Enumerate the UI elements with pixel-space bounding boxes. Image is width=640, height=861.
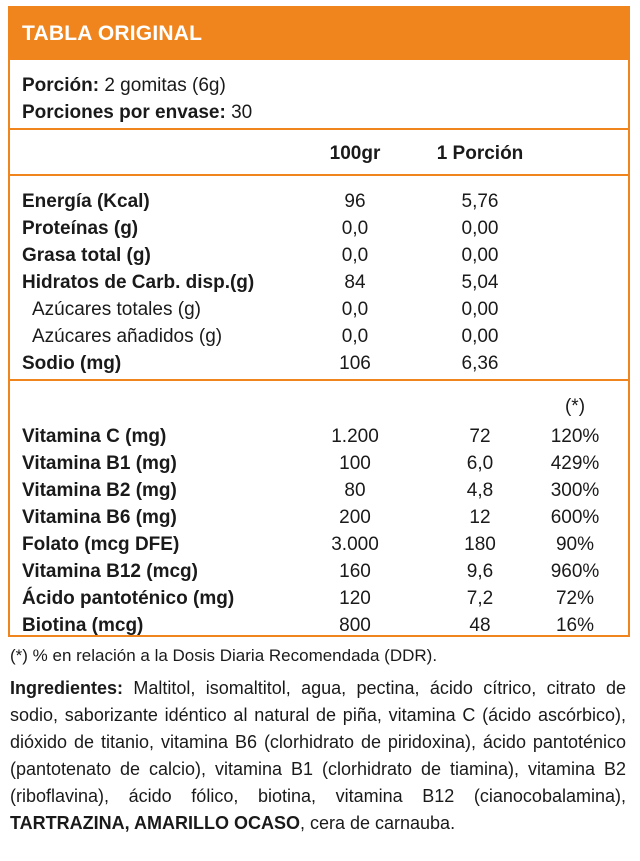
ingredients-text: Maltitol, isomaltitol, agua, pectina, ác… xyxy=(10,678,626,806)
vitamin-value-portion: 180 xyxy=(464,534,496,555)
macro-value-100gr: 0,0 xyxy=(341,245,369,266)
vitamin-label: Vitamina B12 (mcg) xyxy=(22,561,198,582)
macro-value-100gr: 84 xyxy=(344,272,366,293)
vitamin-row: Folato (mcg DFE) 3.000 180 90% xyxy=(10,531,628,558)
vitamin-ddr-percent: 600% xyxy=(550,507,600,528)
portion-label: Porción: xyxy=(22,75,100,96)
macro-row: Proteínas (g) 0,0 0,00 xyxy=(10,215,628,242)
column-header-row: 100gr 1 Porción xyxy=(10,130,628,176)
macro-row: Hidratos de Carb. disp.(g) 84 5,04 xyxy=(10,269,628,296)
vitamin-value-100gr: 80 xyxy=(344,480,366,501)
ingredients-paragraph: Ingredientes: Maltitol, isomaltitol, agu… xyxy=(10,675,626,837)
ingredients-end: , cera de carnauba. xyxy=(299,813,456,833)
vitamin-row: Vitamina B6 (mg) 200 12 600% xyxy=(10,504,628,531)
vitamin-row: Vitamina B1 (mg) 100 6,0 429% xyxy=(10,450,628,477)
footnote: (*) % en relación a la Dosis Diaria Reco… xyxy=(10,646,438,665)
vitamin-value-100gr: 200 xyxy=(339,507,371,528)
vitamin-ddr-percent: 300% xyxy=(550,480,600,501)
vitamin-value-portion: 6,0 xyxy=(466,453,494,474)
macro-value-100gr: 106 xyxy=(339,353,371,374)
portion-line: Porción: 2 gomitas (6g) xyxy=(22,72,628,99)
macro-value-100gr: 0,0 xyxy=(341,218,369,239)
vitamin-row: Vitamina B2 (mg) 80 4,8 300% xyxy=(10,477,628,504)
column-100gr: 100gr xyxy=(329,143,381,164)
vitamin-ddr-percent: 72% xyxy=(555,588,595,609)
vitamin-value-portion: 4,8 xyxy=(466,480,494,501)
vitamin-value-portion: 7,2 xyxy=(466,588,494,609)
vitamin-value-portion: 72 xyxy=(469,426,491,447)
vitamin-ddr-percent: 429% xyxy=(550,453,600,474)
macronutrients-section: Energía (Kcal) 96 5,76 Proteínas (g) 0,0 0,00… xyxy=(10,176,628,381)
macro-value-100gr: 0,0 xyxy=(341,299,369,320)
vitamin-label: Vitamina B2 (mg) xyxy=(22,480,177,501)
macro-label: Grasa total (g) xyxy=(22,245,151,266)
portion-value: 2 gomitas (6g) xyxy=(99,75,226,96)
vitamin-value-100gr: 100 xyxy=(339,453,371,474)
macro-row: Azúcares totales (g) 0,0 0,00 xyxy=(10,296,628,323)
vitamins-section: (*) Vitamina C (mg) 1.200 72 120% Vitamina B… xyxy=(10,381,628,639)
portions-per-pack-label: Porciones por envase: xyxy=(22,102,226,123)
macro-value-100gr: 96 xyxy=(344,191,366,212)
vitamin-label: Vitamina C (mg) xyxy=(22,426,167,447)
vitamin-ddr-percent: 960% xyxy=(550,561,600,582)
portions-per-pack-value: 30 xyxy=(225,102,253,123)
ingredients-label: Ingredientes: xyxy=(10,678,124,698)
vitamin-value-100gr: 160 xyxy=(339,561,371,582)
vitamin-value-100gr: 3.000 xyxy=(331,534,379,555)
column-1-porcion: 1 Porción xyxy=(436,143,524,164)
macro-value-portion: 0,00 xyxy=(461,299,499,320)
macro-label: Energía (Kcal) xyxy=(22,191,150,212)
macro-label: Sodio (mg) xyxy=(22,353,122,374)
vitamin-value-100gr: 800 xyxy=(339,615,371,636)
vitamin-label: Ácido pantoténico (mg) xyxy=(22,588,235,609)
vitamin-row: Biotina (mcg) 800 48 16% xyxy=(10,612,628,639)
macro-row: Grasa total (g) 0,0 0,00 xyxy=(10,242,628,269)
macro-value-100gr: 0,0 xyxy=(341,326,369,347)
vitamin-value-portion: 12 xyxy=(469,507,491,528)
table-title: TABLA ORIGINAL xyxy=(10,8,628,60)
vitamin-ddr-percent: 120% xyxy=(550,426,600,447)
vitamin-value-portion: 9,6 xyxy=(466,561,494,582)
macro-row: Sodio (mg) 106 6,36 xyxy=(10,350,628,377)
ddr-marker-row: (*) xyxy=(10,389,628,423)
portion-section: Porción: 2 gomitas (6g) Porciones por en… xyxy=(10,60,628,130)
macro-label: Hidratos de Carb. disp.(g) xyxy=(22,272,255,293)
macro-label: Azúcares totales (g) xyxy=(32,299,201,320)
vitamin-value-100gr: 120 xyxy=(339,588,371,609)
macro-value-portion: 0,00 xyxy=(461,218,499,239)
vitamin-row: Vitamina C (mg) 1.200 72 120% xyxy=(10,423,628,450)
macro-row: Energía (Kcal) 96 5,76 xyxy=(10,188,628,215)
macro-row: Azúcares añadidos (g) 0,0 0,00 xyxy=(10,323,628,350)
macro-value-portion: 0,00 xyxy=(461,326,499,347)
vitamin-row: Ácido pantoténico (mg) 120 7,2 72% xyxy=(10,585,628,612)
macro-label: Azúcares añadidos (g) xyxy=(32,326,223,347)
nutrition-table: TABLA ORIGINAL Porción: 2 gomitas (6g) P… xyxy=(8,6,630,637)
vitamin-value-100gr: 1.200 xyxy=(331,426,379,447)
vitamin-label: Vitamina B6 (mg) xyxy=(22,507,177,528)
macro-value-portion: 0,00 xyxy=(461,245,499,266)
vitamin-label: Biotina (mcg) xyxy=(22,615,144,636)
portions-per-pack-line: Porciones por envase: 30 xyxy=(22,99,628,126)
vitamin-label: Vitamina B1 (mg) xyxy=(22,453,177,474)
vitamin-label: Folato (mcg DFE) xyxy=(22,534,180,555)
vitamin-row: Vitamina B12 (mcg) 160 9,6 960% xyxy=(10,558,628,585)
ddr-column-marker: (*) xyxy=(564,396,586,417)
macro-value-portion: 5,04 xyxy=(461,272,499,293)
vitamin-ddr-percent: 16% xyxy=(555,615,595,636)
vitamin-value-portion: 48 xyxy=(469,615,491,636)
vitamin-ddr-percent: 90% xyxy=(555,534,595,555)
macro-value-portion: 6,36 xyxy=(461,353,499,374)
macro-value-portion: 5,76 xyxy=(461,191,499,212)
ingredients-colorants: TARTRAZINA, AMARILLO OCASO xyxy=(10,813,300,833)
macro-label: Proteínas (g) xyxy=(22,218,139,239)
